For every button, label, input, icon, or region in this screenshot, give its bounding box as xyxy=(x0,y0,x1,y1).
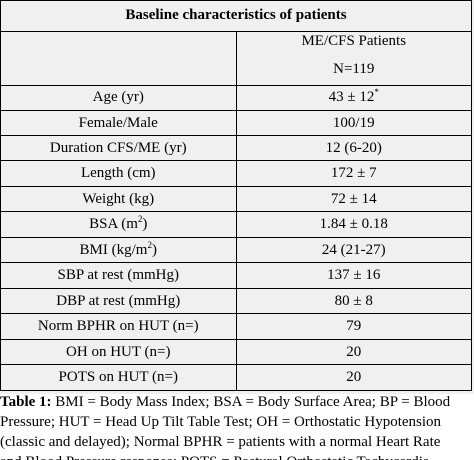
row-value: 24 (21-27) xyxy=(235,236,472,264)
row-label: OH on HUT (n=) xyxy=(0,338,237,366)
row-label: Female/Male xyxy=(0,110,237,136)
table-row: BSA (m2) 1.84 ± 0.18 xyxy=(0,211,472,238)
group-header-cell: ME/CFS Patients N=119 xyxy=(235,30,472,86)
row-value: 72 ± 14 xyxy=(235,185,472,213)
significance-marker: * xyxy=(374,87,379,98)
row-value: 79 xyxy=(235,313,472,340)
table-row: POTS on HUT (n=) 20 xyxy=(0,364,472,391)
caption-line: Table 1: BMI = Body Mass Index; BSA = Bo… xyxy=(0,394,451,410)
table-row: Length (cm) 172 ± 7 xyxy=(0,160,472,187)
row-label: DBP at rest (mmHg) xyxy=(0,287,237,315)
row-value: 1.84 ± 0.18 xyxy=(235,211,472,238)
row-label: Weight (kg) xyxy=(0,185,237,213)
n-label: N=119 xyxy=(333,60,375,77)
row-label: Duration CFS/ME (yr) xyxy=(0,134,237,162)
row-label: POTS on HUT (n=) xyxy=(0,364,237,391)
header-empty-cell xyxy=(0,30,237,86)
table-row: SBP at rest (mmHg) 137 ± 16 xyxy=(0,262,472,289)
row-value: 12 (6-20) xyxy=(235,134,472,162)
caption-line: Pressure; HUT = Head Up Tilt Table Test;… xyxy=(0,414,442,430)
row-label: BMI (kg/m2) xyxy=(0,236,237,264)
caption-label: Table 1: xyxy=(0,394,52,410)
row-value: 137 ± 16 xyxy=(235,262,472,289)
caption-line: (classic and delayed); Normal BPHR = pat… xyxy=(0,434,441,450)
row-value: 20 xyxy=(235,364,472,391)
row-label: Length (cm) xyxy=(0,160,237,187)
group-header: ME/CFS Patients xyxy=(301,32,407,49)
table-row: OH on HUT (n=) 20 xyxy=(0,338,472,366)
row-value: 20 xyxy=(235,338,472,366)
row-label: Norm BPHR on HUT (n=) xyxy=(0,313,237,340)
row-label: Age (yr) xyxy=(0,84,237,112)
table-row: Duration CFS/ME (yr) 12 (6-20) xyxy=(0,134,472,162)
caption-line-partial: and Blood Pressure response; POTS = Post… xyxy=(0,452,474,460)
row-value: 43 ± 12* xyxy=(235,84,472,112)
table-row: Age (yr) 43 ± 12* xyxy=(0,84,472,112)
table-row: DBP at rest (mmHg) 80 ± 8 xyxy=(0,287,472,315)
table-row: Weight (kg) 72 ± 14 xyxy=(0,185,472,213)
row-value: 172 ± 7 xyxy=(235,160,472,187)
row-value: 80 ± 8 xyxy=(235,287,472,315)
table-caption: Table 1: BMI = Body Mass Index; BSA = Bo… xyxy=(0,392,474,460)
table-row: BMI (kg/m2) 24 (21-27) xyxy=(0,236,472,264)
table-title: Baseline characteristics of patients xyxy=(0,0,472,32)
table-row: Female/Male 100/19 xyxy=(0,110,472,136)
baseline-table: Baseline characteristics of patients ME/… xyxy=(0,0,472,391)
row-value: 100/19 xyxy=(235,110,472,136)
table-row: Norm BPHR on HUT (n=) 79 xyxy=(0,313,472,340)
row-label: SBP at rest (mmHg) xyxy=(0,262,237,289)
row-label: BSA (m2) xyxy=(0,211,237,238)
